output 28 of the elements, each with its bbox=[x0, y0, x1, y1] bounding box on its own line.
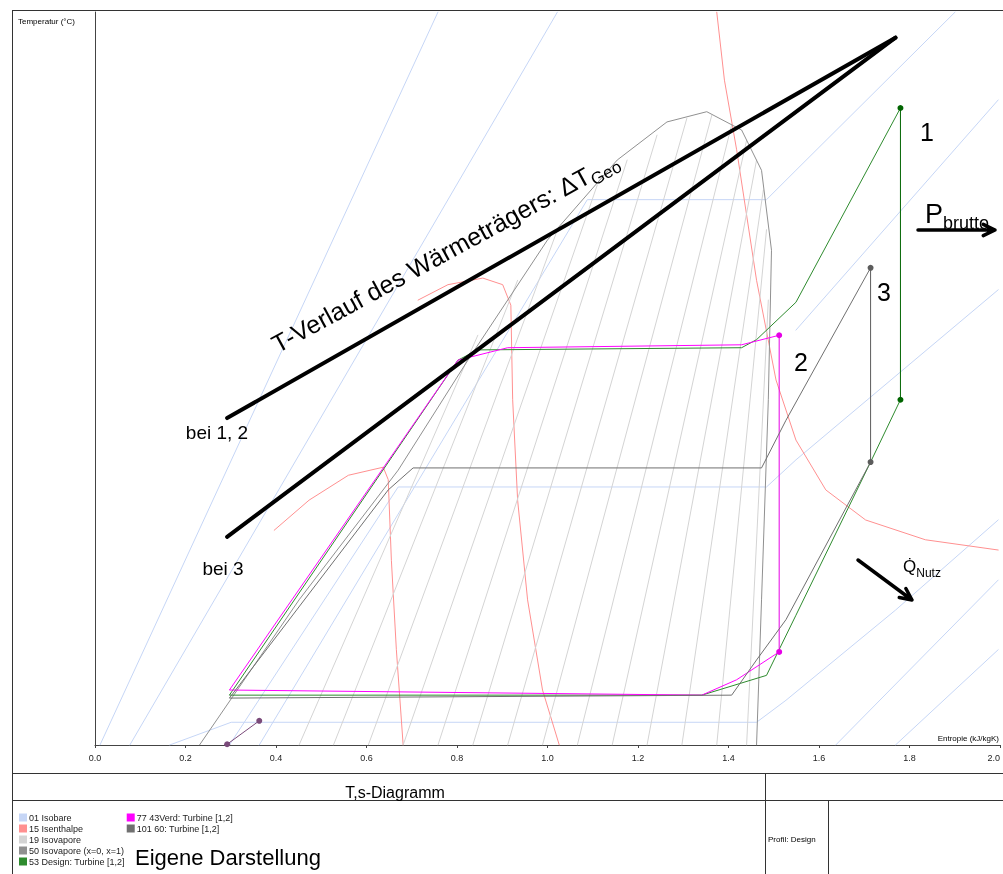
x-tick-label: 1.8 bbox=[903, 752, 916, 763]
x-tick-label: 0.2 bbox=[179, 752, 192, 763]
annotation: bei 3 bbox=[202, 557, 244, 579]
legend-label: 50 Isovapore (x=0, x=1) bbox=[29, 845, 125, 856]
annotation: 2 bbox=[794, 348, 808, 376]
legend-label: 101 60: Turbine [1,2] bbox=[136, 823, 220, 834]
x-tick-label: 1.4 bbox=[722, 752, 735, 763]
x-tick-label: 0.0 bbox=[88, 752, 102, 763]
legend-label: 01 Isobare bbox=[29, 812, 72, 823]
x-tick-label: 0.4 bbox=[269, 752, 283, 763]
annotation: 1 bbox=[920, 118, 934, 146]
x-tick-label: 0.6 bbox=[360, 752, 373, 763]
annotation: 3 bbox=[877, 278, 891, 306]
x-tick-label: 1.2 bbox=[631, 752, 645, 763]
y-axis-title: Temperatur (°C) bbox=[18, 16, 76, 26]
legend-label: 15 Isenthalpe bbox=[29, 823, 84, 834]
x-axis-title: Entropie (kJ/kgK) bbox=[937, 733, 1000, 743]
x-tick-label: 1.0 bbox=[541, 752, 554, 763]
annotation: bei 1, 2 bbox=[185, 421, 249, 443]
x-tick-label: 0.8 bbox=[450, 752, 464, 763]
legend-label: 19 Isovapore bbox=[29, 834, 82, 845]
legend-label: 77 43Verd: Turbine [1,2] bbox=[136, 812, 233, 823]
text: Profil: Design bbox=[768, 834, 816, 844]
x-tick-label: 2.0 bbox=[987, 752, 1000, 763]
text: Eigene Darstellung bbox=[135, 844, 321, 870]
text: T,s-Diagramm bbox=[345, 783, 445, 801]
x-tick-label: 1.6 bbox=[812, 752, 826, 763]
legend-label: 53 Design: Turbine [1,2] bbox=[29, 856, 125, 867]
